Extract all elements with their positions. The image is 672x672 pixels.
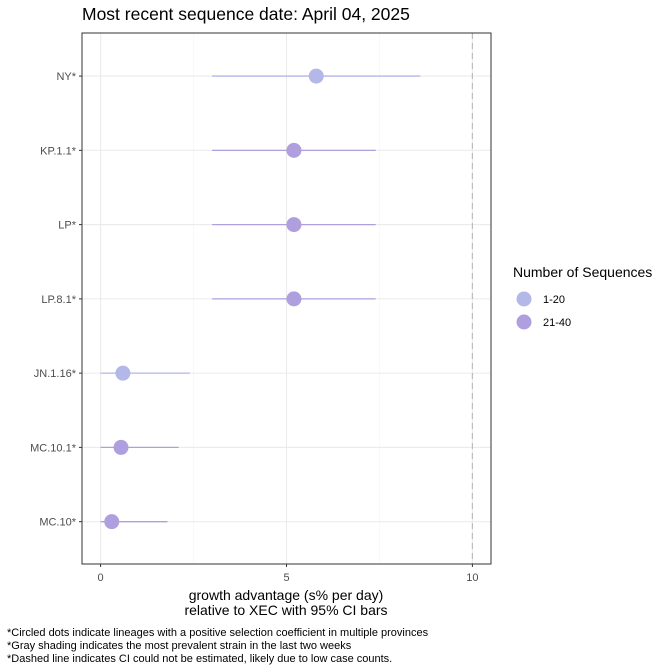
y-tick-label: KP.1.1* bbox=[40, 145, 77, 157]
chart-title: Most recent sequence date: April 04, 202… bbox=[82, 4, 410, 24]
x-tick-label: 10 bbox=[466, 572, 478, 584]
data-point bbox=[115, 365, 131, 381]
data-point bbox=[286, 142, 302, 158]
y-tick-label: MC.10* bbox=[39, 517, 76, 529]
x-tick-label: 5 bbox=[283, 572, 289, 584]
y-tick-label: LP* bbox=[58, 220, 76, 232]
footnote-circled-dots: *Circled dots indicate lineages with a p… bbox=[7, 627, 429, 639]
data-point bbox=[104, 514, 120, 530]
data-point bbox=[113, 439, 129, 455]
footnote-gray-shading: *Gray shading indicates the most prevale… bbox=[7, 640, 352, 652]
footnote-dashed-line: *Dashed line indicates CI could not be e… bbox=[7, 653, 392, 665]
y-tick-layer: NY* KP.1.1* LP* LP.8.1* JN.1.16* MC.10.1* MC.1… bbox=[30, 71, 82, 529]
data-point bbox=[286, 291, 302, 307]
legend-label-21-40: 21-40 bbox=[543, 317, 571, 329]
x-axis-title-line-2: relative to XEC with 95% CI bars bbox=[184, 602, 387, 618]
legend: Number of Sequences 1-20 21-40 bbox=[513, 264, 652, 330]
legend-label-1-20: 1-20 bbox=[543, 294, 565, 306]
data-point bbox=[286, 217, 302, 233]
legend-swatch-21-40 bbox=[516, 314, 532, 330]
legend-title: Number of Sequences bbox=[513, 264, 652, 280]
x-axis-title-line-1: growth advantage (s% per day) bbox=[189, 587, 384, 603]
point-layer bbox=[104, 68, 324, 530]
x-tick-layer: 0 5 10 bbox=[98, 564, 479, 584]
y-tick-label: MC.10.1* bbox=[30, 442, 77, 454]
data-point bbox=[308, 68, 324, 84]
y-tick-label: NY* bbox=[56, 71, 76, 83]
x-tick-label: 0 bbox=[98, 572, 104, 584]
y-tick-label: LP.8.1* bbox=[41, 294, 76, 306]
legend-swatch-1-20 bbox=[516, 291, 532, 307]
y-tick-label: JN.1.16* bbox=[34, 368, 77, 380]
